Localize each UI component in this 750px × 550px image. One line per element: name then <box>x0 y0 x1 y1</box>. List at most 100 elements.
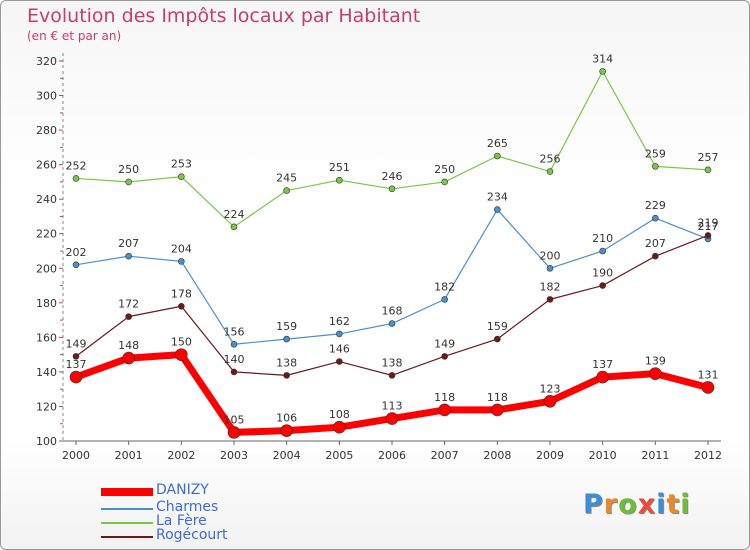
data-label: 259 <box>645 147 666 160</box>
data-label: 207 <box>645 237 666 250</box>
data-label: 265 <box>487 137 508 150</box>
data-label: 137 <box>66 358 87 371</box>
data-point <box>227 426 241 439</box>
logo-letter: x <box>637 489 657 520</box>
data-label: 256 <box>540 153 561 166</box>
x-tick-label: 2001 <box>115 449 143 462</box>
data-label: 159 <box>276 320 297 333</box>
x-tick-label: 2000 <box>62 449 90 462</box>
data-point <box>441 353 448 360</box>
data-label: 131 <box>698 368 719 381</box>
data-label: 252 <box>66 159 87 172</box>
data-point <box>336 358 343 365</box>
legend-label-rogecourt: Rogécourt <box>156 527 228 543</box>
data-point <box>438 403 451 417</box>
data-point <box>333 420 346 434</box>
legend-label-danizy: DANIZY <box>156 482 209 498</box>
data-point <box>388 320 396 327</box>
data-label: 251 <box>329 161 350 174</box>
chart-subtitle: (en € et par an) <box>27 29 122 43</box>
data-label: 210 <box>592 232 613 245</box>
data-label: 156 <box>224 325 245 338</box>
data-label: 138 <box>276 356 297 369</box>
data-point <box>336 176 343 184</box>
x-tick-label: 2012 <box>694 449 722 462</box>
data-label: 314 <box>592 52 613 65</box>
data-point <box>649 367 662 380</box>
data-point <box>543 394 557 408</box>
logo-letter: r <box>603 489 619 520</box>
y-tick-label: 120 <box>36 400 57 413</box>
legend-swatch-charmes <box>101 508 153 510</box>
data-label: 250 <box>118 163 139 176</box>
data-label: 137 <box>592 358 613 371</box>
data-point <box>125 252 132 260</box>
data-label: 138 <box>382 356 403 369</box>
data-label: 149 <box>434 337 455 350</box>
data-label: 257 <box>698 151 719 164</box>
series-points <box>69 68 715 439</box>
data-point <box>652 214 659 222</box>
data-label: 207 <box>118 237 139 250</box>
y-tick-label: 100 <box>36 435 57 448</box>
x-tick-label: 2006 <box>378 449 406 462</box>
series-line-la fère <box>75 70 709 228</box>
data-point <box>175 348 188 361</box>
y-tick-label: 280 <box>36 124 57 137</box>
y-tick-label: 320 <box>36 55 57 68</box>
data-point <box>652 252 659 260</box>
data-point <box>441 178 448 186</box>
data-label: 202 <box>66 246 87 259</box>
data-label: 140 <box>224 353 245 366</box>
proxiti-logo: Proxiti <box>583 489 691 520</box>
data-point <box>280 424 293 437</box>
data-point <box>701 381 715 394</box>
data-point <box>596 370 609 384</box>
data-label: 139 <box>645 355 666 368</box>
legend-swatch-danizy <box>101 488 153 496</box>
data-label: 182 <box>434 280 455 293</box>
x-tick-label: 2010 <box>589 449 617 462</box>
data-label: 108 <box>329 408 350 421</box>
data-point <box>599 247 606 255</box>
x-tick-label: 2008 <box>483 449 511 462</box>
data-point <box>652 163 659 170</box>
x-tick-label: 2003 <box>220 449 248 462</box>
y-tick-label: 220 <box>36 228 57 241</box>
data-labels: 252 250 253 224 245 251 246 250 265 256 314 259 257 2… <box>66 52 719 426</box>
data-point <box>599 68 606 75</box>
legend-swatch-rogecourt <box>101 536 153 538</box>
y-tick-label: 160 <box>36 331 57 344</box>
data-point <box>72 353 80 360</box>
y-tick-label: 300 <box>36 90 57 103</box>
data-point <box>441 296 448 303</box>
data-point <box>122 351 135 365</box>
data-point <box>230 223 238 231</box>
data-point <box>125 313 132 320</box>
data-label: 106 <box>276 412 297 425</box>
data-label: 146 <box>329 343 350 356</box>
data-point <box>385 412 399 425</box>
data-point <box>388 185 396 193</box>
data-point <box>230 340 238 348</box>
data-point <box>336 330 343 338</box>
data-point <box>599 282 606 289</box>
data-label: 178 <box>171 287 192 300</box>
data-label: 250 <box>434 163 455 176</box>
y-tick-label: 200 <box>36 262 57 275</box>
data-label: 148 <box>118 339 139 352</box>
data-label: 229 <box>645 199 666 212</box>
legend-swatch-la-fere <box>101 522 153 524</box>
data-point <box>494 152 501 160</box>
data-point <box>494 206 501 213</box>
data-label: 190 <box>592 267 613 280</box>
data-point <box>72 261 80 269</box>
data-label: 150 <box>171 336 192 349</box>
data-label: 113 <box>382 400 403 413</box>
data-point <box>283 187 290 194</box>
data-label: 224 <box>224 208 245 221</box>
data-point <box>283 335 290 343</box>
logo-letter: t <box>666 489 681 520</box>
logo-letter: o <box>618 489 638 520</box>
